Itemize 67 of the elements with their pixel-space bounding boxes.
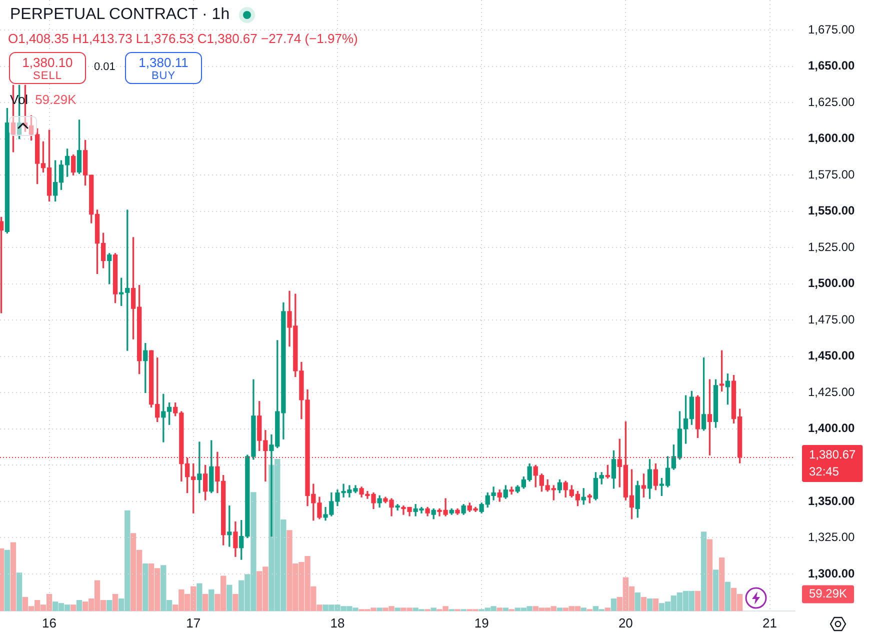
y-tick-label: 1,475.00	[808, 312, 856, 326]
annotation: 59.29K	[35, 92, 76, 107]
x-tick-label: 20	[618, 615, 633, 630]
x-tick-label: 21	[762, 615, 778, 630]
y-tick-label: 1,325.00	[808, 530, 856, 544]
bar	[706, 539, 713, 611]
bar	[502, 608, 508, 611]
x-tick-label: 16	[42, 615, 57, 630]
annotation: BUY	[151, 70, 176, 82]
annotation: 1,380.11	[138, 55, 188, 70]
candlestick	[197, 442, 202, 494]
y-tick-label: 1,650.00	[808, 58, 856, 73]
x-tick-label: 17	[186, 615, 201, 630]
bar	[202, 594, 208, 611]
bar	[496, 608, 502, 611]
bar	[10, 542, 16, 611]
bar	[694, 590, 701, 611]
y-tick-label: 1,550.00	[808, 204, 856, 218]
bar	[196, 583, 202, 611]
bar	[556, 608, 563, 611]
text: 32:45	[809, 464, 840, 478]
y-tick-label: 1,350.00	[808, 494, 856, 508]
y-tick-label: 1,575.00	[808, 167, 856, 182]
bar	[226, 584, 232, 611]
annotation: 0.01	[94, 61, 116, 73]
bar	[4, 550, 10, 611]
candlestick	[509, 486, 514, 495]
ref-line-label: 1,380.67	[809, 447, 856, 462]
y-tick-label: 1,675.00	[808, 22, 856, 36]
y-tick-label: 1,425.00	[808, 384, 856, 399]
bar	[394, 608, 400, 611]
bar	[712, 570, 719, 611]
x-tick-label: 18	[330, 615, 345, 630]
annotation: SELL	[33, 70, 62, 82]
y-tick-label: 1,625.00	[808, 94, 856, 109]
bar	[142, 564, 148, 611]
bar	[580, 608, 586, 611]
text: O1,408.35 H1,413.73 L1,376.53 C1,380.67 −27.74 (−1.97%)	[8, 31, 358, 46]
bar	[604, 608, 610, 611]
bar	[700, 532, 707, 611]
bar	[634, 592, 640, 611]
bar	[646, 598, 653, 611]
bar	[70, 604, 76, 611]
y-tick-label: 1,500.00	[808, 276, 856, 290]
bar	[718, 557, 725, 611]
bar	[106, 600, 112, 611]
x-tick-label: 19	[474, 615, 489, 630]
bar	[724, 582, 731, 611]
bar	[610, 598, 617, 611]
y-tick-label: 1,400.00	[808, 421, 856, 436]
bar	[376, 608, 382, 611]
chart-title: PERPETUAL CONTRACT · 1h	[10, 6, 230, 24]
bar	[112, 594, 118, 611]
bar	[208, 589, 214, 611]
bar	[430, 608, 436, 611]
bar	[652, 598, 658, 611]
bar	[640, 596, 647, 611]
y-tick-label: 1,525.00	[808, 240, 856, 254]
text: 59.29K	[809, 586, 848, 601]
y-tick-label: 1,450.00	[808, 348, 856, 363]
y-tick-label: 1,600.00	[808, 131, 856, 146]
bar	[232, 594, 238, 611]
bar	[0, 548, 4, 611]
bar	[16, 572, 22, 611]
bar	[76, 600, 82, 611]
y-tick-label: 1,300.00	[808, 566, 856, 580]
annotation: 1,380.10	[22, 55, 73, 70]
